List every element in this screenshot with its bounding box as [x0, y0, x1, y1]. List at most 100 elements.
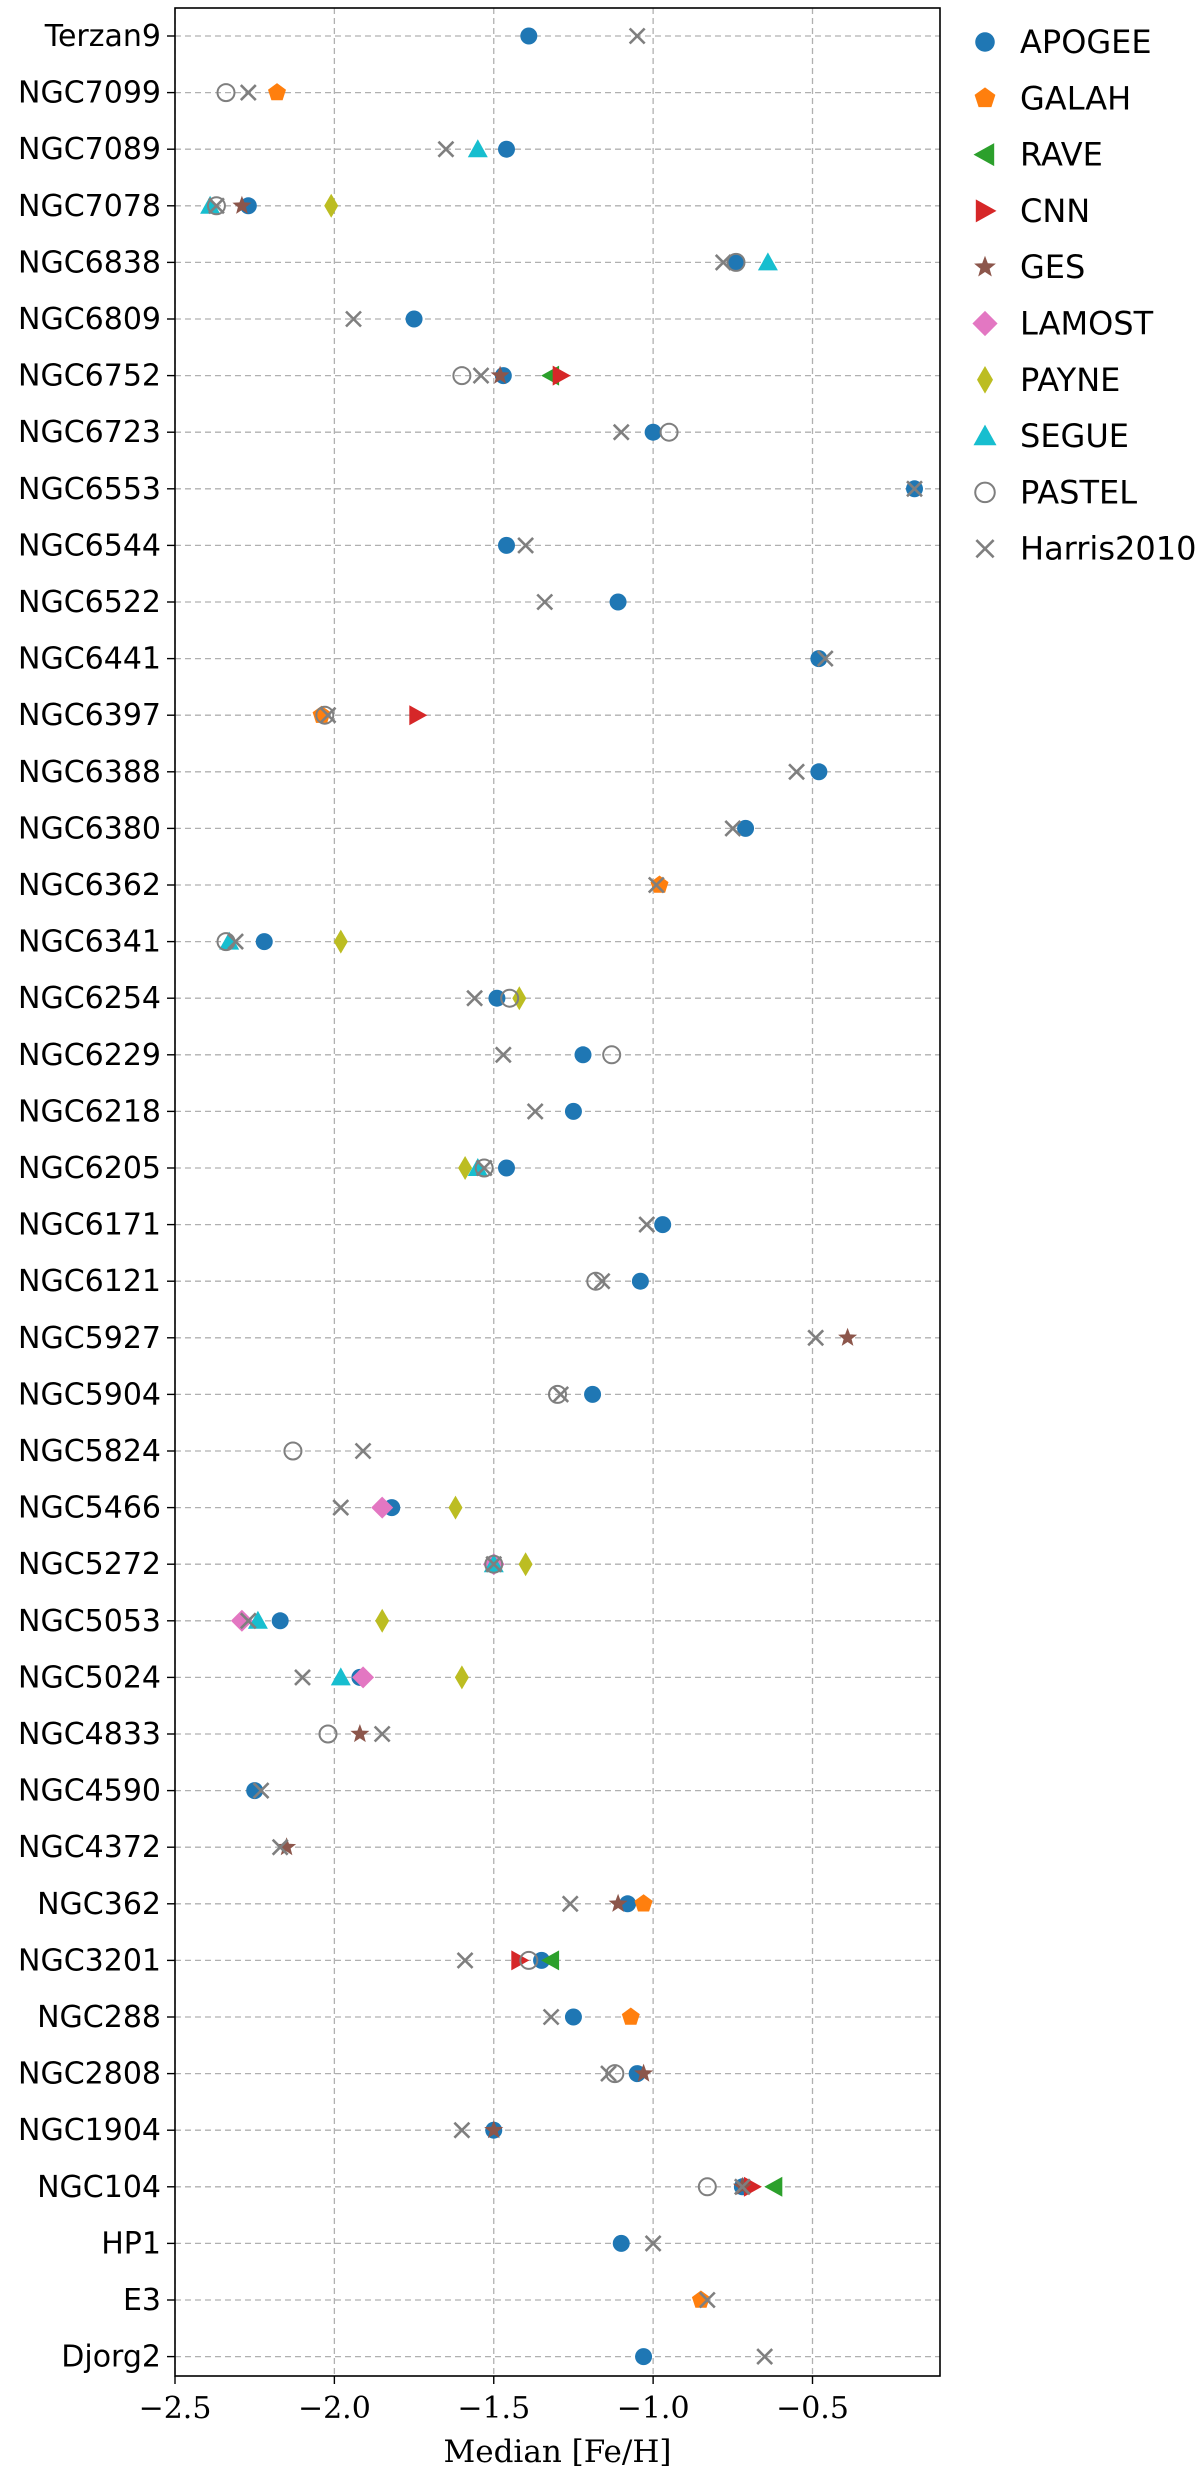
- y-tick-label: NGC5272: [18, 1547, 161, 1582]
- data-point: [333, 929, 348, 954]
- data-point: [644, 2234, 662, 2252]
- data-point: [542, 2008, 560, 2026]
- data-point: [437, 140, 455, 158]
- y-tick-label: NGC6121: [18, 1264, 161, 1299]
- data-point: [371, 1496, 394, 1519]
- y-tick-label: NGC6723: [18, 415, 161, 450]
- y-tick-label: NGC6553: [18, 472, 161, 507]
- data-point: [807, 1329, 825, 1347]
- data-point: [584, 1385, 602, 1403]
- legend-item: RAVE: [973, 136, 1103, 174]
- y-tick-label: NGC6388: [18, 755, 161, 790]
- legend-item: GES: [974, 248, 1085, 286]
- y-tick-label: NGC362: [37, 1887, 161, 1922]
- y-tick-label: NGC6397: [18, 698, 161, 733]
- legend-label: LAMOST: [1020, 305, 1154, 343]
- data-point: [452, 366, 472, 386]
- data-point: [350, 1724, 370, 1743]
- x-tick-label: −0.5: [776, 2391, 849, 2426]
- data-point: [239, 84, 257, 102]
- data-point: [448, 1495, 463, 1520]
- plot-points: [200, 27, 923, 2366]
- data-point: [498, 536, 515, 554]
- y-tick-label: NGC6752: [18, 359, 161, 394]
- data-point: [500, 988, 520, 1008]
- data-point: [519, 1950, 539, 1970]
- y-axis: Terzan9 NGC7099 NGC7089 NGC7078 NGC6838 NGC68…: [18, 19, 175, 2375]
- y-tick-label: NGC6441: [18, 642, 161, 677]
- data-point: [467, 139, 488, 158]
- series-segue: [200, 139, 778, 1686]
- y-tick-label: NGC6229: [18, 1038, 161, 1073]
- y-tick-label: NGC6171: [18, 1208, 161, 1243]
- y-tick-label: NGC5466: [18, 1491, 161, 1526]
- data-point: [230, 1609, 253, 1632]
- y-tick-label: NGC288: [37, 2000, 161, 2035]
- data-point: [405, 310, 423, 328]
- data-point: [733, 2178, 751, 2196]
- legend-label: SEGUE: [1020, 417, 1129, 455]
- y-tick-label: NGC1904: [18, 2113, 161, 2148]
- data-point: [726, 252, 746, 272]
- y-tick-label: NGC7078: [18, 189, 161, 224]
- y-tick-label: NGC6522: [18, 585, 161, 620]
- data-point: [727, 253, 745, 271]
- data-point: [453, 2121, 471, 2139]
- data-point: [498, 1159, 515, 1177]
- data-point: [488, 989, 506, 1007]
- data-point: [635, 2348, 653, 2366]
- y-tick-label: NGC6205: [18, 1151, 161, 1186]
- data-point: [520, 27, 538, 45]
- y-tick-label: NGC7089: [18, 132, 161, 167]
- data-point: [216, 83, 236, 103]
- y-tick-label: NGC6254: [18, 981, 161, 1016]
- data-point: [324, 193, 339, 218]
- x-axis: −2.5 −2.0 −1.5 −1.0 −0.5: [139, 2376, 849, 2426]
- data-point: [975, 199, 997, 223]
- x-axis-label: Median [Fe/H]: [444, 2434, 672, 2470]
- data-point: [764, 2176, 783, 2197]
- data-point: [737, 819, 755, 837]
- series-apogee: [239, 27, 923, 2366]
- y-tick-label: NGC4833: [18, 1717, 161, 1752]
- data-point: [605, 2064, 625, 2084]
- data-point: [973, 143, 995, 167]
- y-tick-label: NGC6362: [18, 868, 161, 903]
- data-point: [484, 1554, 504, 1574]
- y-tick-label: NGC4372: [18, 1830, 161, 1865]
- data-point: [628, 27, 646, 45]
- data-point: [255, 933, 273, 951]
- data-point: [609, 593, 627, 611]
- legend-label: PASTEL: [1020, 473, 1137, 511]
- data-point: [714, 253, 732, 271]
- data-point: [631, 1272, 649, 1290]
- y-tick-label: NGC5824: [18, 1434, 161, 1469]
- x-tick-label: −1.5: [457, 2391, 530, 2426]
- data-point: [277, 1837, 297, 1856]
- legend-label: RAVE: [1020, 136, 1103, 174]
- data-point: [232, 195, 252, 214]
- data-point: [268, 83, 286, 101]
- y-tick-label: NGC4590: [18, 1774, 161, 1809]
- data-point: [697, 2177, 717, 2197]
- y-tick-label: NGC3201: [18, 1943, 161, 1978]
- data-point: [200, 195, 221, 214]
- data-point: [638, 1216, 656, 1234]
- data-point: [332, 1499, 350, 1517]
- legend-label: PAYNE: [1020, 361, 1120, 399]
- data-point: [375, 1608, 390, 1633]
- data-point: [490, 365, 510, 384]
- data-point: [552, 365, 571, 386]
- data-point: [612, 423, 630, 441]
- data-point: [974, 481, 996, 504]
- data-point: [810, 650, 828, 668]
- grid: [174, 8, 940, 2376]
- series-lamost: [230, 1496, 505, 1689]
- data-point: [621, 2007, 640, 2025]
- data-point: [458, 1156, 473, 1180]
- data-point: [474, 1158, 494, 1178]
- y-tick-label: NGC6218: [18, 1094, 161, 1129]
- y-tick-label: NGC6341: [18, 925, 161, 960]
- data-point: [467, 1158, 488, 1176]
- data-point: [698, 2291, 716, 2309]
